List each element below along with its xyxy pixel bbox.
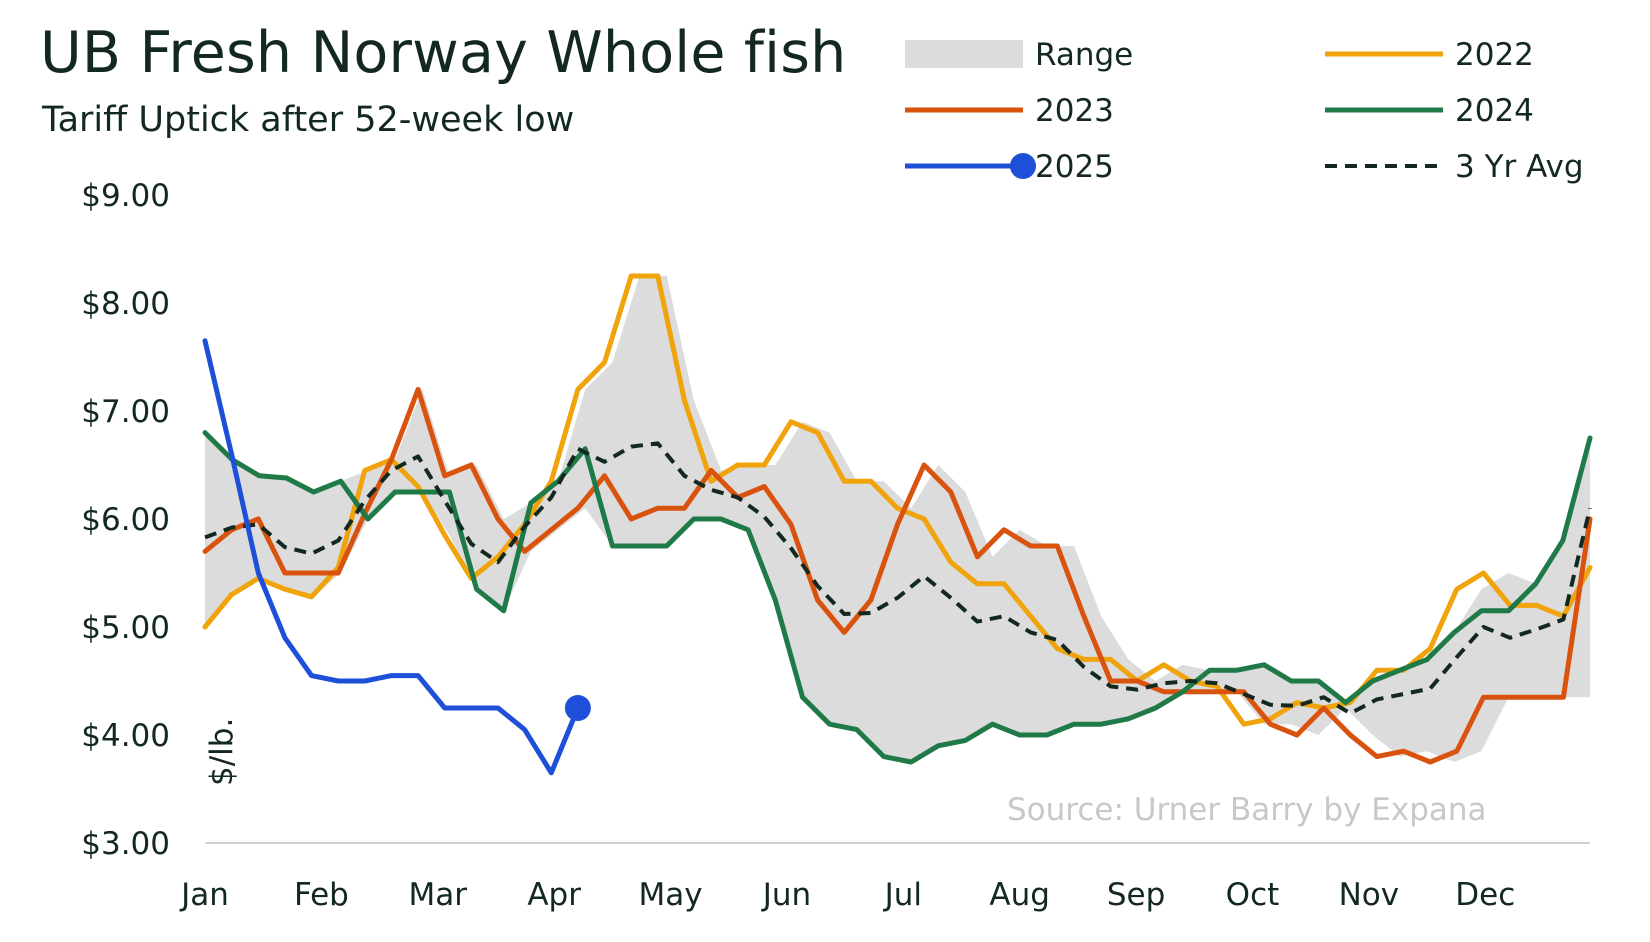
legend-dot — [1010, 153, 1036, 179]
legend-item-avg: 3 Yr Avg — [1325, 149, 1584, 185]
legend-item-2023: 2023 — [905, 93, 1114, 129]
legend-label: 2023 — [1035, 93, 1114, 129]
y-tick-label: $7.00 — [81, 394, 170, 430]
legend-label: 2022 — [1455, 37, 1534, 73]
x-tick-label: Aug — [989, 877, 1050, 913]
legend-label: 2024 — [1455, 93, 1534, 129]
legend-label: Range — [1035, 37, 1133, 73]
legend-label: 2025 — [1035, 149, 1114, 185]
x-tick-label: Oct — [1226, 877, 1280, 913]
legend-item-2022: 2022 — [1325, 37, 1534, 73]
y-tick-label: $3.00 — [81, 826, 170, 862]
x-tick-label: Jan — [179, 877, 229, 913]
legend-item-2024: 2024 — [1325, 93, 1534, 129]
legend-swatch — [905, 40, 1023, 68]
y-tick-label: $8.00 — [81, 286, 170, 322]
legend-item-range: Range — [905, 37, 1133, 73]
x-tick-label: Feb — [294, 877, 349, 913]
y-tick-label: $9.00 — [81, 178, 170, 214]
series-line-2025 — [202, 338, 581, 776]
series-line-avg — [204, 441, 1592, 716]
series-layer — [202, 273, 1593, 776]
legend-item-2025: 2025 — [905, 149, 1114, 185]
source-note: Source: Urner Barry by Expana — [1007, 792, 1487, 828]
x-tick-label: Sep — [1107, 877, 1165, 913]
series-2025-endpoint — [564, 695, 591, 721]
chart-title: UB Fresh Norway Whole fish — [40, 20, 847, 86]
x-tick-label: Jul — [883, 877, 922, 913]
x-tick-label: Nov — [1339, 877, 1400, 913]
x-tick-label: Jun — [761, 877, 811, 913]
x-tick-label: Apr — [527, 877, 581, 913]
y-tick-label: $5.00 — [81, 610, 170, 646]
series-line-2023 — [202, 386, 1593, 765]
x-tick-label: Mar — [409, 877, 468, 913]
y-tick-label: $4.00 — [81, 718, 170, 754]
axis-layer: $3.00 $4.00 $5.00 $6.00 $7.00 $8.00 $9.00 Jan Fe… — [81, 178, 1590, 913]
legend-label: 3 Yr Avg — [1455, 149, 1584, 185]
x-tick-label: May — [638, 877, 702, 913]
x-tick-label: Dec — [1455, 877, 1515, 913]
y-axis-label: $/lb. — [204, 718, 240, 786]
chart-subtitle: Tariff Uptick after 52-week low — [42, 100, 575, 140]
series-line-2024 — [202, 430, 1593, 765]
y-tick-label: $6.00 — [81, 502, 170, 538]
legend: Range 2022 2023 2024 2025 3 Yr Avg — [905, 37, 1584, 185]
